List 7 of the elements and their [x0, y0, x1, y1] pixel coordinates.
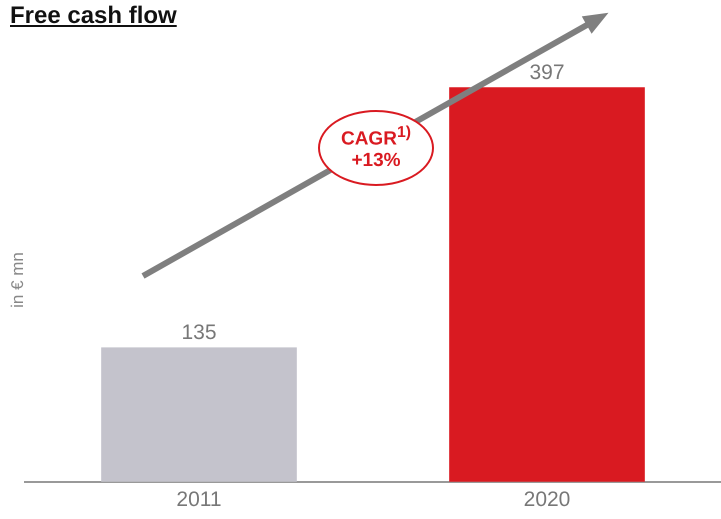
x-tick-label: 2020	[524, 488, 570, 512]
data-label: 397	[529, 60, 565, 84]
y-axis-title: in € mn	[8, 251, 28, 310]
annotation: CAGR$^{1)}$ +13%	[340, 124, 412, 172]
chart-title: Free cash flow	[10, 2, 177, 30]
x-tick-label: 2011	[176, 488, 222, 512]
data-label: 135	[181, 321, 217, 344]
